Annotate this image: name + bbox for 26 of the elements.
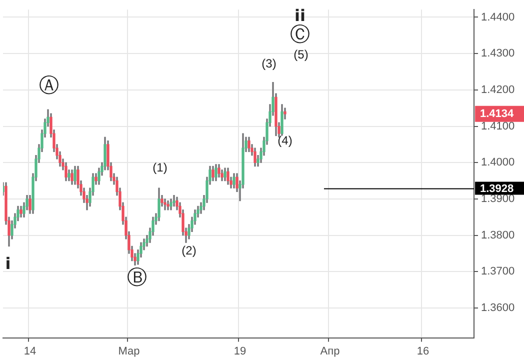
y-tick-label: 1.3900	[481, 192, 515, 205]
annotation: (2)	[182, 243, 196, 258]
annotation: (5)	[294, 47, 308, 62]
annotation: (1)	[152, 160, 168, 174]
y-tick-label: 1.3600	[481, 302, 515, 314]
x-tick-label: Апр	[320, 345, 340, 358]
y-tick-label: 1.4200	[481, 84, 515, 96]
y-tick-label: 1.4300	[481, 48, 515, 60]
candlestick	[172, 194, 176, 207]
annotation: (3)	[262, 56, 276, 70]
x-tick-label: 19	[234, 345, 246, 358]
text: 1.4134	[480, 108, 515, 120]
annotation: (4)	[278, 133, 292, 148]
y-tick-label: 1.3800	[481, 229, 515, 242]
annotation: Ⓑ	[127, 265, 147, 290]
y-tick-label: 1.4400	[481, 11, 515, 24]
y-tick-label: 1.3700	[481, 266, 515, 278]
annotation: Ⓐ	[39, 73, 59, 98]
ref-line-label: 1.3928	[480, 182, 514, 195]
x-tick-label: 14	[24, 345, 36, 358]
candlestick	[164, 198, 166, 210]
y-tick-label: 1.4000	[481, 156, 515, 169]
y-tick-label: 1.4100	[481, 120, 515, 132]
x-tick-label: 16	[416, 345, 430, 358]
x-tick-label: Мар	[118, 345, 140, 358]
annotation: i	[5, 254, 11, 274]
